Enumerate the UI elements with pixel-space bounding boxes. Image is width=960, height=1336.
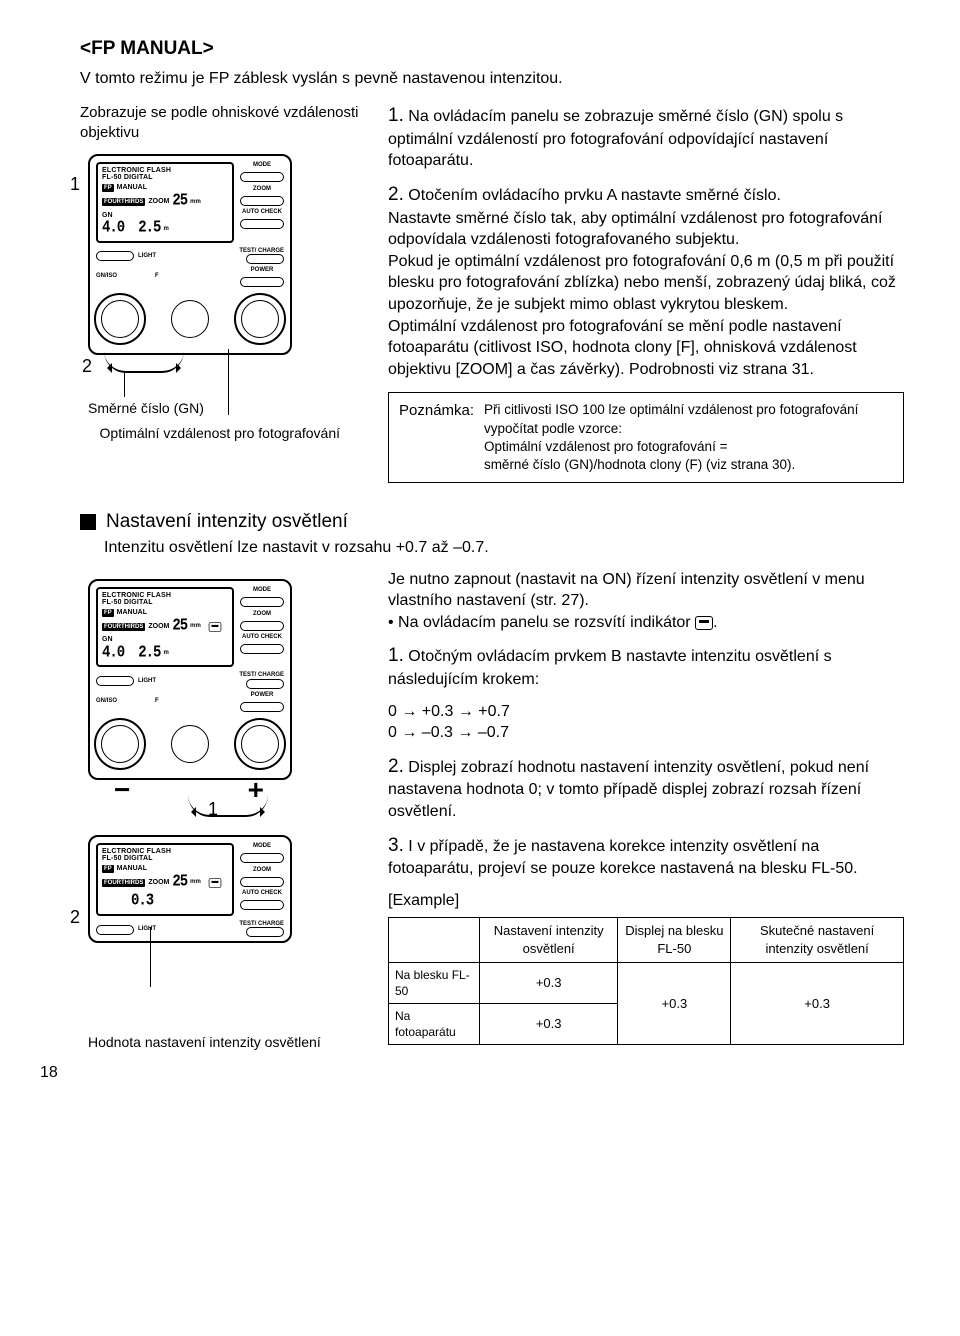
note-body: Při citlivosti ISO 100 lze optimální vzd… bbox=[478, 401, 872, 474]
light-button[interactable] bbox=[96, 251, 134, 261]
sec2-step3: 3. I v případě, že je nastavena korekce … bbox=[388, 833, 904, 880]
dial-a[interactable] bbox=[94, 293, 146, 345]
device-illustration-1: 1 ELCTRONIC FLASH FL-50 DIGITAL FP MANUA… bbox=[88, 154, 380, 443]
th-blank bbox=[389, 918, 480, 962]
intensity-value: 0.3 bbox=[131, 893, 153, 911]
marker-1b: 1 bbox=[208, 797, 218, 821]
f-label: F bbox=[155, 272, 159, 280]
power-label: POWER bbox=[240, 266, 284, 274]
zoom-button[interactable] bbox=[240, 196, 284, 206]
square-bullet-icon bbox=[80, 514, 96, 530]
lcd-line2: FL-50 DIGITAL bbox=[102, 174, 228, 182]
intensity-indicator-icon-2 bbox=[209, 878, 222, 888]
merged-display: +0.3 bbox=[618, 962, 731, 1045]
autocheck-button[interactable] bbox=[240, 219, 284, 229]
marker-2b: 2 bbox=[70, 905, 80, 929]
section-title: <FP MANUAL> bbox=[80, 36, 904, 62]
step-1: 1. Na ovládacím panelu se zobrazuje směr… bbox=[388, 103, 904, 172]
device-illustration-3: ELCTRONIC FLASH FL-50 DIGITAL FP MANUAL … bbox=[88, 835, 380, 944]
row2-val: +0.3 bbox=[479, 1003, 618, 1044]
example-label: [Example] bbox=[388, 890, 904, 912]
mode-label: MODE bbox=[240, 162, 284, 168]
lcd-display: ELCTRONIC FLASH FL-50 DIGITAL FP MANUAL … bbox=[96, 162, 234, 243]
zoom-label: ZOOM bbox=[148, 198, 169, 206]
sec2-seq: 0 → +0.3 → +0.7 0 → –0.3 → –0.7 bbox=[388, 701, 904, 744]
step1-num: 1. bbox=[388, 105, 404, 126]
dial-b[interactable] bbox=[234, 293, 286, 345]
intensity-indicator-icon-inline bbox=[695, 616, 713, 630]
dist-value: 2.5 bbox=[138, 220, 160, 238]
power-button[interactable] bbox=[240, 277, 284, 287]
step2-num: 2. bbox=[388, 184, 404, 205]
step2-text-a: Otočením ovládacího prvku A nastavte smě… bbox=[404, 187, 781, 204]
merged-real: +0.3 bbox=[731, 962, 904, 1045]
section2-heading: Nastavení intenzity osvětlení bbox=[106, 509, 348, 535]
intro-text: V tomto režimu je FP záblesk vyslán s pe… bbox=[80, 68, 904, 90]
section2-left: ELCTRONIC FLASH FL-50 DIGITAL FP MANUAL … bbox=[80, 569, 380, 1046]
section2-columns: ELCTRONIC FLASH FL-50 DIGITAL FP MANUAL … bbox=[80, 569, 904, 1046]
page-number: 18 bbox=[40, 1062, 904, 1084]
fp-badge: FP bbox=[102, 184, 114, 192]
th-setting: Nastavení intenzity osvětlení bbox=[479, 918, 618, 962]
lcd-display-3: ELCTRONIC FLASH FL-50 DIGITAL FP MANUAL … bbox=[96, 843, 234, 916]
leader-line-optimal bbox=[228, 349, 229, 415]
row1-head: Na blesku FL-50 bbox=[389, 962, 480, 1003]
sec2-p0: Je nutno zapnout (nastavit na ON) řízení… bbox=[388, 569, 904, 634]
example-table: Nastavení intenzity osvětlení Displej na… bbox=[388, 917, 904, 1045]
test-charge-label: TEST/ CHARGE bbox=[234, 249, 284, 254]
zoom-unit: mm bbox=[190, 199, 201, 206]
step2-text-b: Nastavte směrné číslo tak, aby optimální… bbox=[388, 210, 882, 249]
sec2-step2: 2. Displej zobrazí hodnotu nastavení int… bbox=[388, 754, 904, 823]
zoom-value: 25 bbox=[172, 193, 187, 211]
optimal-leader-label: Optimální vzdálenost pro fotografování bbox=[88, 424, 380, 443]
note-head: Poznámka: bbox=[399, 402, 474, 419]
section1-columns: Zobrazuje se podle ohniskové vzdálenosti… bbox=[80, 103, 904, 483]
section2-heading-row: Nastavení intenzity osvětlení bbox=[80, 509, 904, 535]
minus-icon: − bbox=[114, 782, 130, 799]
section2-right: Je nutno zapnout (nastavit na ON) řízení… bbox=[388, 569, 904, 1046]
marker-2: 2 bbox=[82, 354, 92, 378]
leader-line-gn bbox=[124, 373, 125, 397]
leader-line-3 bbox=[150, 927, 151, 987]
step2-text-c: Pokud je optimální vzdálenost pro fotogr… bbox=[388, 253, 896, 313]
intensity-indicator-icon bbox=[209, 622, 222, 632]
sec2-step1: 1. Otočným ovládacím prvkem B nastavte i… bbox=[388, 643, 904, 690]
dist-unit: m bbox=[163, 226, 168, 233]
section2-subtitle: Intenzitu osvětlení lze nastavit v rozsa… bbox=[80, 537, 904, 559]
th-display: Displej na blesku FL-50 bbox=[618, 918, 731, 962]
note-box-1: Poznámka: Při citlivosti ISO 100 lze opt… bbox=[388, 392, 904, 483]
row1-val: +0.3 bbox=[479, 962, 618, 1003]
gn-value: 4.0 bbox=[102, 220, 124, 238]
hodnota-label: Hodnota nastavení intenzity osvětlení bbox=[88, 1033, 380, 1052]
marker-1: 1 bbox=[70, 172, 80, 196]
section1-right: 1. Na ovládacím panelu se zobrazuje směr… bbox=[388, 103, 904, 483]
manual-label: MANUAL bbox=[117, 184, 147, 192]
section1-left: Zobrazuje se podle ohniskové vzdálenosti… bbox=[80, 103, 380, 483]
rotation-arrow-icon bbox=[104, 351, 184, 373]
autocheck-label: AUTO CHECK bbox=[240, 210, 284, 215]
step2-text-d: Optimální vzdálenost pro fotografování s… bbox=[388, 318, 857, 378]
zoom-btn-label: ZOOM bbox=[240, 186, 284, 192]
fourthirds-badge: FOURTHIRDS bbox=[102, 198, 145, 206]
step1-text: Na ovládacím panelu se zobrazuje směrné … bbox=[388, 108, 843, 169]
page: <FP MANUAL> V tomto režimu je FP záblesk… bbox=[0, 0, 960, 1104]
left-caption: Zobrazuje se podle ohniskové vzdálenosti… bbox=[80, 103, 380, 144]
th-real: Skutečné nastavení intenzity osvětlení bbox=[731, 918, 904, 962]
step-2: 2. Otočením ovládacího prvku A nastavte … bbox=[388, 182, 904, 380]
dial-center[interactable] bbox=[171, 300, 209, 338]
lcd-display-2: ELCTRONIC FLASH FL-50 DIGITAL FP MANUAL … bbox=[96, 587, 234, 668]
gn-leader-label: Směrné číslo (GN) bbox=[88, 399, 380, 418]
gniso-label: GN/ISO bbox=[96, 272, 117, 280]
device-illustration-2: ELCTRONIC FLASH FL-50 DIGITAL FP MANUAL … bbox=[88, 579, 380, 817]
row2-head: Na fotoaparátu bbox=[389, 1003, 480, 1044]
lcd-line1: ELCTRONIC FLASH bbox=[102, 167, 228, 175]
test-charge-button[interactable] bbox=[246, 254, 284, 264]
light-label: LIGHT bbox=[138, 252, 156, 260]
mode-button[interactable] bbox=[240, 172, 284, 182]
rotation-arrow-icon-2 bbox=[188, 795, 268, 817]
